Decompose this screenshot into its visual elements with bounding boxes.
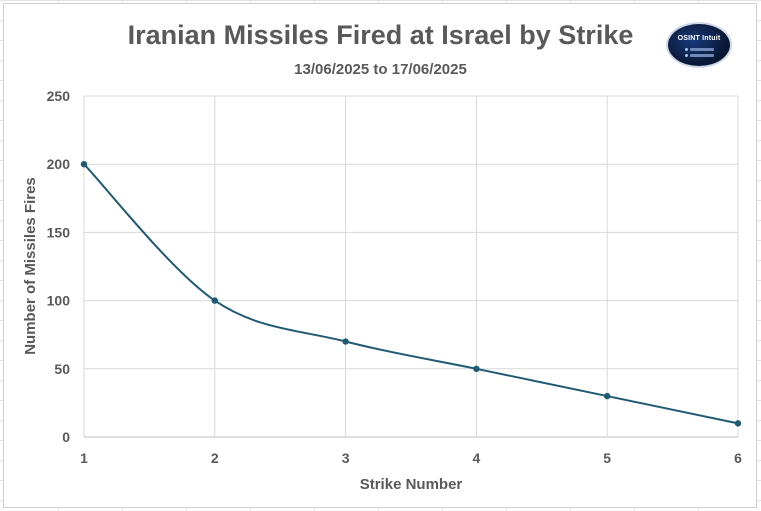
logo-dot-1 <box>685 48 688 51</box>
y-tick-label: 150 <box>47 224 71 240</box>
grid-lines <box>83 95 739 438</box>
data-points <box>80 161 742 427</box>
logo-dot-2 <box>685 54 688 57</box>
x-tick-label: 2 <box>211 450 219 466</box>
x-tick-label: 4 <box>473 450 481 466</box>
y-tick-label: 50 <box>54 361 70 377</box>
y-tick-label: 100 <box>47 293 71 309</box>
data-point[interactable] <box>604 392 611 400</box>
data-point[interactable] <box>80 161 88 168</box>
data-point[interactable] <box>734 420 742 427</box>
y-tick-label: 0 <box>62 429 70 445</box>
y-axis-label: Number of Missiles Fires <box>22 177 39 355</box>
logo-text: OSINT Intuit <box>677 35 721 42</box>
x-tick-label: 1 <box>80 450 88 466</box>
y-tick-label: 200 <box>47 156 71 172</box>
data-point[interactable] <box>342 338 349 345</box>
chart-title: Iranian Missiles Fired at Israel by Stri… <box>127 20 634 50</box>
chart-area[interactable] <box>3 3 757 508</box>
series-line <box>83 163 739 425</box>
data-point[interactable] <box>473 365 480 372</box>
osint-intuit-logo: OSINT Intuit <box>666 22 732 68</box>
x-tick-label: 6 <box>734 450 742 466</box>
x-tick-label: 3 <box>342 450 350 466</box>
tick-labels: 0 50 100 150 200 250 1 2 3 4 5 6 <box>47 88 742 466</box>
logo-line-2 <box>690 54 714 57</box>
y-tick-label: 250 <box>47 88 71 104</box>
x-axis-label: Strike Number <box>360 476 463 493</box>
chart-subtitle: 13/06/2025 to 17/06/2025 <box>294 61 467 78</box>
logo-line-1 <box>690 48 714 51</box>
x-tick-label: 5 <box>603 450 611 466</box>
data-point[interactable] <box>211 297 218 304</box>
